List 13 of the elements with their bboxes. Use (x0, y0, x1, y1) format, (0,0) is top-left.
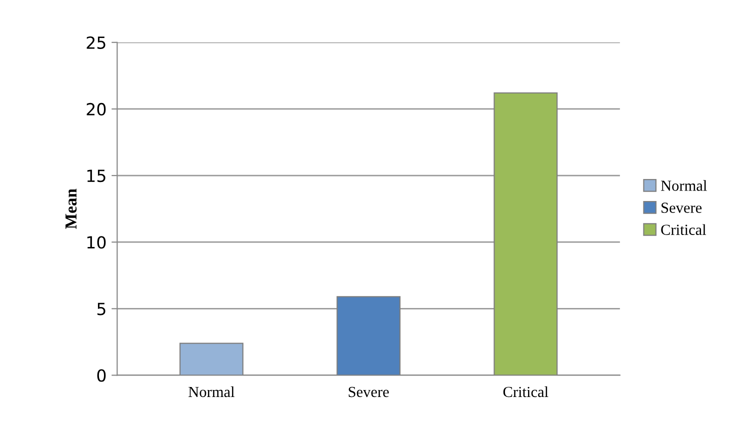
y-tick-label: 5 (97, 302, 106, 316)
x-tick-label: Critical (503, 386, 548, 398)
legend-label: Normal (660, 180, 707, 191)
y-tick-label: 10 (87, 236, 106, 249)
legend-label: Critical (661, 224, 706, 235)
y-axis-title: Mean (66, 188, 77, 229)
x-tick-label: Normal (188, 386, 234, 398)
y-tick-label: 15 (87, 170, 106, 182)
y-tick-label: 25 (86, 36, 106, 49)
y-tick-label: 20 (86, 102, 106, 116)
x-tick-label: Severe (348, 386, 389, 398)
y-tick-label: 0 (97, 369, 106, 382)
legend-label: Severe (662, 202, 702, 213)
